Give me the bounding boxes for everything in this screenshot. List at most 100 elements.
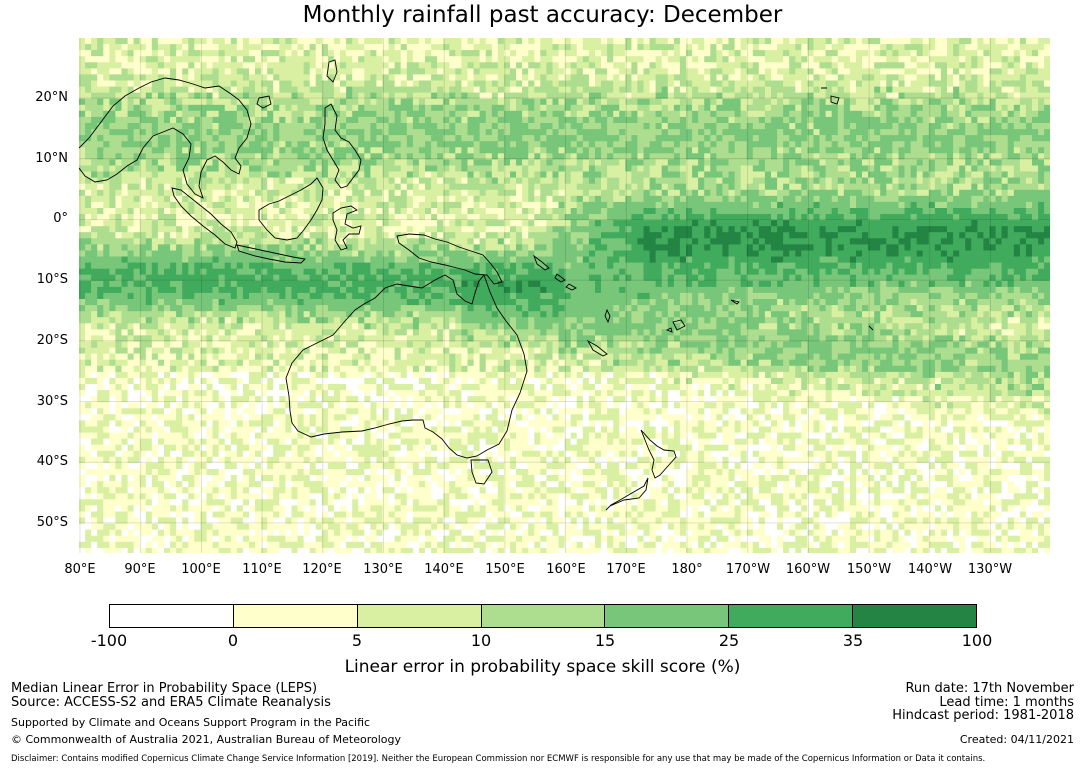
skill-cell	[886, 189, 893, 197]
skill-cell	[540, 214, 547, 221]
skill-cell	[388, 116, 396, 124]
skill-cell	[528, 74, 535, 81]
skill-cell	[443, 44, 450, 51]
skill-cell	[679, 116, 687, 124]
skill-cell	[151, 38, 159, 45]
skill-cell	[934, 135, 942, 142]
skill-cell	[327, 116, 335, 124]
skill-cell	[886, 44, 893, 51]
skill-cell	[880, 129, 887, 136]
skill-cell	[346, 208, 353, 215]
skill-cell	[637, 62, 644, 69]
skill-cell	[667, 165, 675, 172]
skill-cell	[667, 92, 675, 100]
skill-cell	[613, 116, 620, 124]
skill-cell	[443, 50, 450, 57]
skill-cell	[267, 86, 274, 94]
skill-cell	[431, 141, 438, 148]
skill-cell	[145, 110, 153, 118]
skill-cell	[722, 38, 729, 45]
skill-cell	[503, 147, 511, 154]
skill-cell	[1032, 165, 1039, 172]
skill-cell	[801, 220, 808, 227]
skill-cell	[722, 214, 729, 221]
skill-cell	[370, 86, 377, 94]
skill-cell	[540, 92, 547, 100]
skill-cell	[443, 183, 450, 191]
skill-cell	[461, 147, 468, 154]
skill-cell	[922, 147, 930, 154]
skill-cell	[564, 80, 572, 87]
skill-cell	[758, 104, 766, 112]
skill-cell	[679, 183, 687, 191]
skill-cell	[164, 104, 171, 112]
skill-cell	[734, 68, 742, 75]
skill-cell	[716, 92, 723, 100]
skill-cell	[382, 92, 389, 100]
skill-cell	[564, 62, 572, 69]
skill-cell	[394, 135, 402, 142]
skill-cell	[764, 220, 772, 227]
skill-cell	[874, 171, 881, 178]
skill-cell	[1007, 86, 1015, 94]
skill-cell	[133, 183, 141, 191]
skill-cell	[188, 116, 195, 124]
skill-cell	[485, 98, 493, 106]
skill-cell	[176, 38, 183, 45]
skill-cell	[425, 214, 432, 221]
skill-cell	[862, 220, 869, 227]
skill-cell	[710, 92, 717, 100]
skill-cell	[200, 98, 207, 106]
skill-cell	[977, 56, 984, 63]
skill-cell	[953, 86, 960, 94]
skill-cell	[564, 56, 572, 63]
skill-cell	[722, 110, 729, 118]
skill-cell	[588, 220, 596, 227]
skill-cell	[115, 189, 122, 197]
skill-cell	[752, 110, 760, 118]
skill-cell	[151, 50, 159, 57]
skill-cell	[601, 68, 608, 75]
skill-cell	[164, 189, 171, 197]
skill-cell	[819, 195, 826, 203]
skill-cell	[230, 50, 238, 57]
skill-cell	[109, 86, 116, 94]
skill-cell	[249, 98, 256, 106]
skill-cell	[740, 214, 748, 221]
skill-cell	[619, 201, 626, 209]
skill-cell	[333, 62, 341, 69]
skill-cell	[333, 189, 341, 197]
skill-cell	[552, 110, 559, 118]
skill-cell	[534, 56, 541, 63]
skill-cell	[898, 86, 905, 94]
skill-cell	[236, 183, 244, 191]
skill-cell	[649, 183, 657, 191]
skill-cell	[783, 195, 790, 203]
skill-cell	[959, 44, 966, 51]
skill-cell	[79, 86, 86, 94]
skill-cell	[327, 110, 335, 118]
skill-cell	[382, 183, 389, 191]
skill-cell	[862, 62, 869, 69]
skill-cell	[619, 141, 626, 148]
skill-cell	[139, 98, 147, 106]
skill-cell	[965, 159, 972, 166]
skill-cell	[449, 147, 456, 154]
skill-cell	[431, 98, 438, 106]
skill-cell	[91, 147, 98, 154]
skill-cell	[728, 50, 735, 57]
skill-cell	[206, 68, 213, 75]
skill-cell	[704, 208, 711, 215]
skill-cell	[255, 86, 262, 94]
skill-cell	[491, 214, 499, 221]
skill-cell	[686, 201, 693, 209]
skill-cell	[746, 110, 754, 118]
skill-cell	[279, 50, 286, 57]
skill-cell	[473, 214, 481, 221]
skill-cell	[485, 104, 493, 112]
skill-cell	[279, 129, 286, 136]
skill-cell	[425, 195, 432, 203]
skill-cell	[388, 214, 396, 221]
skill-cell	[230, 80, 238, 87]
skill-cell	[291, 92, 298, 100]
